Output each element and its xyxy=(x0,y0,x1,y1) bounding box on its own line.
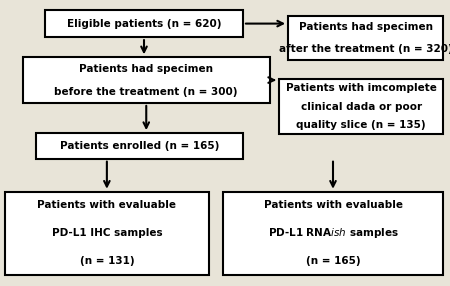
Text: Eligible patients (n = 620): Eligible patients (n = 620) xyxy=(67,19,221,29)
Text: Patients had specimen: Patients had specimen xyxy=(79,64,213,74)
FancyBboxPatch shape xyxy=(36,133,243,159)
Text: PD-L1 RNA$\it{ish}$ samples: PD-L1 RNA$\it{ish}$ samples xyxy=(268,226,398,240)
Text: Patients with evaluable: Patients with evaluable xyxy=(37,200,176,210)
Text: quality slice (n = 135): quality slice (n = 135) xyxy=(296,120,426,130)
FancyBboxPatch shape xyxy=(22,57,270,103)
Text: Patients had specimen: Patients had specimen xyxy=(299,22,432,32)
FancyBboxPatch shape xyxy=(288,16,443,60)
FancyBboxPatch shape xyxy=(45,10,243,37)
FancyBboxPatch shape xyxy=(4,192,209,275)
Text: PD-L1 IHC samples: PD-L1 IHC samples xyxy=(52,228,162,238)
FancyBboxPatch shape xyxy=(279,79,443,134)
Text: PD-L1 RNAish samples: PD-L1 RNAish samples xyxy=(267,228,399,238)
Text: after the treatment (n = 320): after the treatment (n = 320) xyxy=(279,44,450,54)
Text: Patients with imcomplete: Patients with imcomplete xyxy=(286,83,436,93)
Text: Patients with evaluable: Patients with evaluable xyxy=(264,200,402,210)
Text: (n = 131): (n = 131) xyxy=(80,256,134,266)
Text: (n = 165): (n = 165) xyxy=(306,256,360,266)
Text: before the treatment (n = 300): before the treatment (n = 300) xyxy=(54,87,238,96)
Text: clinical dada or poor: clinical dada or poor xyxy=(301,102,422,112)
Text: Patients enrolled (n = 165): Patients enrolled (n = 165) xyxy=(60,141,219,151)
FancyBboxPatch shape xyxy=(223,192,443,275)
